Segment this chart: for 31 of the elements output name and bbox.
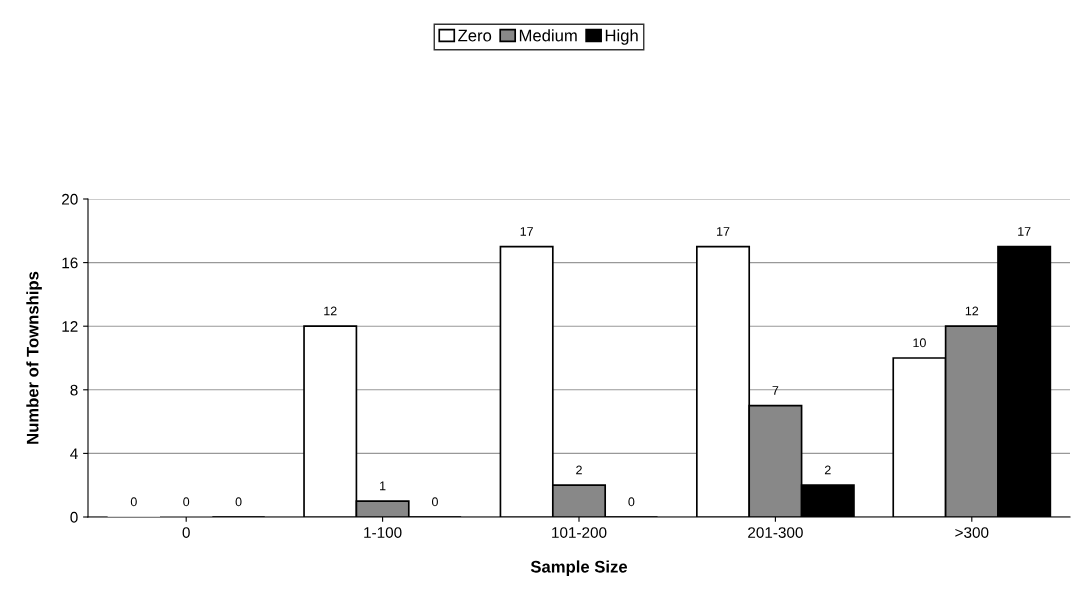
y-tick-label: 16 <box>62 257 78 269</box>
data-label: 17 <box>1018 227 1031 236</box>
data-label: 7 <box>772 386 779 395</box>
data-label: 10 <box>913 338 926 348</box>
x-tick-label: 201-300 <box>748 527 803 538</box>
data-label: 1 <box>380 481 386 491</box>
x-tick-label: 1-100 <box>364 527 402 538</box>
data-label: 0 <box>235 497 242 507</box>
y-tick-label: 12 <box>62 321 78 332</box>
data-label: 0 <box>130 497 137 507</box>
x-tick-label: 101-200 <box>552 527 607 538</box>
legend-label: High <box>605 29 638 45</box>
data-label: 12 <box>324 306 337 316</box>
data-label: 0 <box>431 497 438 507</box>
x-axis-title: Sample Size <box>530 560 628 576</box>
x-tick-label: 0 <box>182 527 190 538</box>
data-label: 0 <box>628 497 635 507</box>
data-label: 17 <box>520 227 533 236</box>
y-tick-label: 0 <box>70 511 78 523</box>
data-label: 12 <box>965 306 979 316</box>
data-label: 2 <box>824 465 831 475</box>
y-tick-label: 8 <box>70 384 78 396</box>
data-label: 2 <box>576 465 582 475</box>
y-tick-label: 20 <box>62 193 78 205</box>
y-tick-label: 4 <box>70 448 78 459</box>
legend-label: Medium <box>519 29 577 42</box>
data-label: 17 <box>717 227 730 236</box>
legend-label: Zero <box>458 29 492 42</box>
x-tick-label: >300 <box>955 527 989 538</box>
y-axis-title: Number of Townships <box>26 271 42 444</box>
data-label: 0 <box>183 497 190 507</box>
